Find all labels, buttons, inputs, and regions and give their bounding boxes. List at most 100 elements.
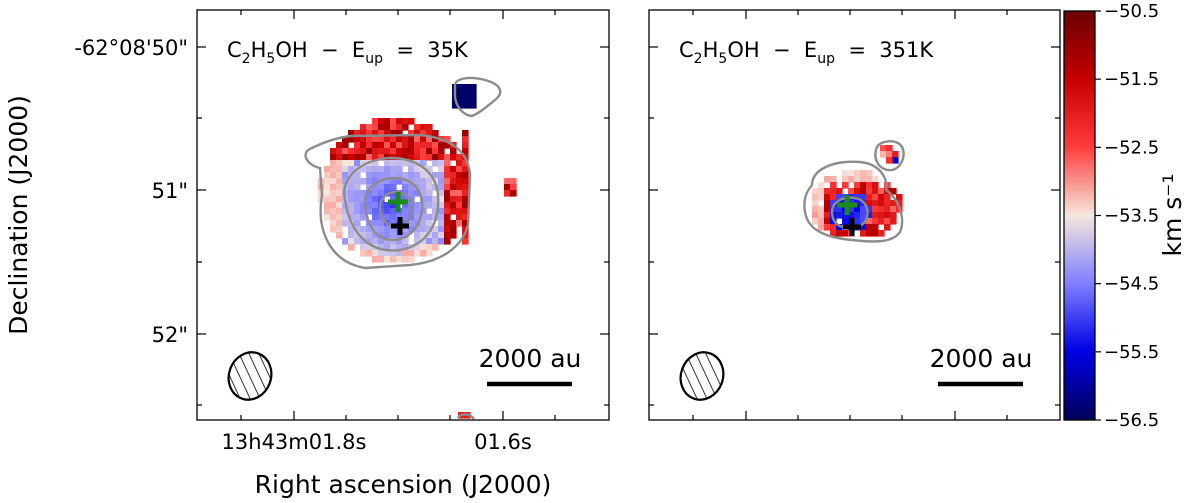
velocity-pixel (432, 142, 439, 149)
velocity-pixel (504, 184, 511, 191)
velocity-pixel (348, 130, 355, 137)
velocity-pixel (456, 214, 463, 221)
velocity-pixel (402, 202, 409, 209)
velocity-pixel (432, 148, 439, 155)
velocity-pixel (426, 154, 433, 161)
velocity-pixel (396, 178, 403, 185)
velocity-pixel (372, 118, 379, 125)
velocity-pixel (354, 238, 361, 245)
velocity-pixel (390, 136, 397, 143)
velocity-pixel (438, 208, 445, 215)
velocity-pixel (384, 244, 391, 251)
velocity-pixel (402, 244, 409, 251)
velocity-pixel (444, 154, 451, 161)
velocity-pixel (372, 184, 379, 191)
velocity-pixel (372, 214, 379, 221)
contour-bottom-left (456, 413, 475, 420)
velocity-pixel (432, 154, 439, 161)
velocity-pixel (360, 142, 367, 149)
y-tick-label-bottom: 52" (152, 323, 188, 347)
velocity-pixel (354, 148, 361, 155)
velocity-pixel (456, 190, 463, 197)
velocity-pixel (408, 226, 415, 233)
contour-blob-right (874, 140, 905, 172)
velocity-pixel (330, 220, 337, 227)
velocity-pixel (330, 166, 337, 173)
contour-outer-left (304, 133, 472, 270)
velocity-pixel (324, 190, 331, 197)
velocity-pixel (372, 154, 379, 161)
velocity-pixel (402, 214, 409, 221)
velocity-pixel (384, 250, 391, 257)
velocity-pixel (818, 194, 825, 201)
velocity-pixel (360, 130, 367, 137)
velocity-pixel (444, 220, 451, 227)
velocity-pixel (330, 184, 337, 191)
velocity-pixel (438, 226, 445, 233)
y-tick-label-mid: 51" (152, 179, 188, 203)
velocity-pixel (336, 160, 343, 167)
velocity-pixel (854, 206, 861, 213)
velocity-pixel (366, 196, 373, 203)
velocity-pixel (396, 148, 403, 155)
velocity-pixel (336, 190, 343, 197)
velocity-pixel (812, 212, 819, 219)
velocity-pixel (420, 196, 427, 203)
velocity-pixel (884, 206, 891, 213)
velocity-pixel (360, 208, 367, 215)
velocity-pixel (456, 160, 463, 167)
velocity-pixel (462, 214, 469, 221)
velocity-pixel (402, 232, 409, 239)
velocity-pixel (402, 118, 409, 125)
velocity-pixel (366, 124, 373, 131)
velocity-pixel (324, 178, 331, 185)
velocity-pixel (872, 194, 879, 201)
velocity-pixel (848, 188, 855, 195)
velocity-pixel (426, 166, 433, 173)
velocity-pixel (842, 170, 849, 177)
velocity-pixel (860, 170, 867, 177)
velocity-pixel (818, 218, 825, 225)
velocity-pixel (420, 220, 427, 227)
velocity-pixel (462, 130, 469, 137)
velocity-pixel (372, 124, 379, 131)
velocity-pixel (812, 194, 819, 201)
velocity-pixel (824, 218, 831, 225)
velocity-pixel (360, 148, 367, 155)
velocity-pixel (414, 148, 421, 155)
velocity-pixel (372, 190, 379, 197)
velocity-pixel (330, 226, 337, 233)
velocity-pixel (360, 202, 367, 209)
velocity-pixel (866, 182, 873, 189)
velocity-pixel (456, 166, 463, 173)
velocity-pixel (390, 226, 397, 233)
velocity-pixel (432, 136, 439, 143)
velocity-pixel (378, 220, 385, 227)
velocity-pixel (348, 226, 355, 233)
velocity-pixel (420, 238, 427, 245)
x-tick-label-right: 01.6s (474, 430, 532, 454)
velocity-pixel (384, 214, 391, 221)
velocity-pixel (462, 190, 469, 197)
velocity-pixel (378, 166, 385, 173)
velocity-pixel (866, 200, 873, 207)
velocity-pixel (408, 196, 415, 203)
velocity-pixel (462, 208, 469, 215)
velocity-pixel (378, 238, 385, 245)
velocity-pixel (464, 102, 471, 109)
velocity-pixel (408, 154, 415, 161)
velocity-pixel (818, 212, 825, 219)
velocity-pixel (456, 184, 463, 191)
velocity-pixel (438, 238, 445, 245)
velocity-pixel (360, 250, 367, 257)
velocity-pixel (330, 172, 337, 179)
velocity-pixel (342, 238, 349, 245)
velocity-pixel (872, 230, 879, 237)
intensity-contours-left (304, 76, 502, 420)
velocity-pixel (408, 172, 415, 179)
velocity-pixel (408, 184, 415, 191)
velocity-pixel (348, 160, 355, 167)
velocity-pixel (414, 130, 421, 137)
velocity-pixel (324, 202, 331, 209)
contour-inner-left (363, 176, 424, 242)
